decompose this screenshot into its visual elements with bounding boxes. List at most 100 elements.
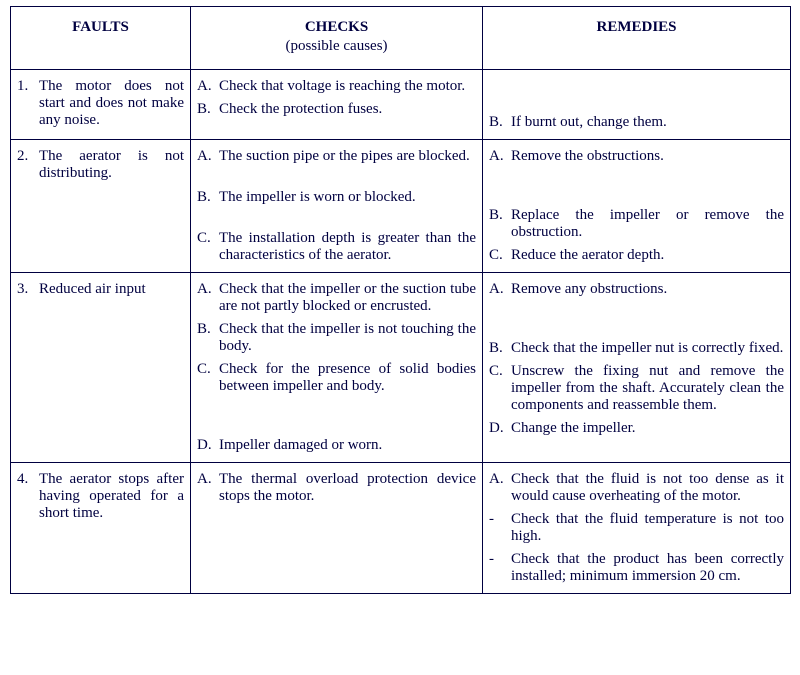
- remedies-cell: B.If burnt out, change them.: [483, 70, 791, 140]
- list-item: -Check that the fluid temperature is not…: [489, 511, 784, 545]
- item-marker: B.: [489, 207, 511, 224]
- item-marker: 1.: [17, 78, 39, 95]
- fault-cell: 2.The aerator is not distributing.: [11, 140, 191, 273]
- item-text: Reduced air input: [39, 281, 184, 298]
- item-text: The aerator stops after having operated …: [39, 471, 184, 522]
- list-item: D.Impeller damaged or worn.: [197, 437, 476, 454]
- list-item: C.Unscrew the fixing nut and remove the …: [489, 363, 784, 414]
- item-text: Check that the fluid temperature is not …: [511, 511, 784, 545]
- list-item: 1.The motor does not start and does not …: [17, 78, 184, 129]
- remedies-cell: A.Check that the fluid is not too dense …: [483, 463, 791, 594]
- list-item: B.If burnt out, change them.: [489, 114, 784, 131]
- item-text: Reduce the aerator depth.: [511, 247, 784, 264]
- header-remedies: REMEDIES: [483, 7, 791, 70]
- checks-cell: A.The thermal overload protection device…: [191, 463, 483, 594]
- list-item: A.The thermal overload protection device…: [197, 471, 476, 505]
- list-item: A.Check that the fluid is not too dense …: [489, 471, 784, 505]
- list-item: A.Remove any obstructions.: [489, 281, 784, 298]
- item-marker: D.: [489, 420, 511, 437]
- item-text: Impeller damaged or worn.: [219, 437, 476, 454]
- list-item: B.The impeller is worn or blocked.: [197, 189, 476, 206]
- item-text: Check that the impeller nut is correctly…: [511, 340, 784, 357]
- list-item: B.Check that the impeller nut is correct…: [489, 340, 784, 357]
- list-item: C.Check for the presence of solid bodies…: [197, 361, 476, 395]
- table-body: 1.The motor does not start and does not …: [11, 70, 791, 594]
- item-text: The aerator is not distributing.: [39, 148, 184, 182]
- checks-cell: A.The suction pipe or the pipes are bloc…: [191, 140, 483, 273]
- list-item: C.The installation depth is greater than…: [197, 230, 476, 264]
- list-item: 3.Reduced air input: [17, 281, 184, 298]
- item-text: Check the protection fuses.: [219, 101, 476, 118]
- item-marker: A.: [197, 471, 219, 488]
- item-text: The thermal overload protection device s…: [219, 471, 476, 505]
- item-marker: C.: [489, 363, 511, 380]
- item-marker: C.: [197, 230, 219, 247]
- item-text: Check for the presence of solid bodies b…: [219, 361, 476, 395]
- list-item: A.Check that the impeller or the suction…: [197, 281, 476, 315]
- list-item: A.The suction pipe or the pipes are bloc…: [197, 148, 476, 165]
- item-marker: B.: [197, 189, 219, 206]
- item-text: The motor does not start and does not ma…: [39, 78, 184, 129]
- list-item: -Check that the product has been correct…: [489, 551, 784, 585]
- item-text: Unscrew the fixing nut and remove the im…: [511, 363, 784, 414]
- list-item: A.Remove the obstructions.: [489, 148, 784, 165]
- item-text: The installation depth is greater than t…: [219, 230, 476, 264]
- fault-cell: 4.The aerator stops after having operate…: [11, 463, 191, 594]
- item-text: Remove any obstructions.: [511, 281, 784, 298]
- checks-cell: A.Check that voltage is reaching the mot…: [191, 70, 483, 140]
- item-text: Check that the impeller is not touching …: [219, 321, 476, 355]
- header-remedies-label: REMEDIES: [596, 19, 676, 35]
- checks-cell: A.Check that the impeller or the suction…: [191, 273, 483, 463]
- item-text: If burnt out, change them.: [511, 114, 784, 131]
- table-row: 3.Reduced air inputA.Check that the impe…: [11, 273, 791, 463]
- item-marker: A.: [489, 281, 511, 298]
- remedies-cell: A.Remove any obstructions. B.Check that t…: [483, 273, 791, 463]
- item-text: Change the impeller.: [511, 420, 784, 437]
- item-text: Check that voltage is reaching the motor…: [219, 78, 476, 95]
- item-marker: A.: [197, 148, 219, 165]
- item-marker: 3.: [17, 281, 39, 298]
- header-checks-sub: (possible causes): [197, 38, 476, 55]
- item-text: The impeller is worn or blocked.: [219, 189, 476, 206]
- list-item: 4.The aerator stops after having operate…: [17, 471, 184, 522]
- list-item: B.Replace the impeller or remove the obs…: [489, 207, 784, 241]
- item-marker: 2.: [17, 148, 39, 165]
- list-item: A.Check that voltage is reaching the mot…: [197, 78, 476, 95]
- item-text: Check that the product has been correctl…: [511, 551, 784, 585]
- item-text: Replace the impeller or remove the obstr…: [511, 207, 784, 241]
- item-marker: A.: [489, 148, 511, 165]
- item-marker: A.: [197, 281, 219, 298]
- item-text: Check that the impeller or the suction t…: [219, 281, 476, 315]
- remedies-cell: A.Remove the obstructions. B.Replace the …: [483, 140, 791, 273]
- item-marker: 4.: [17, 471, 39, 488]
- item-marker: B.: [489, 114, 511, 131]
- item-text: The suction pipe or the pipes are blocke…: [219, 148, 476, 165]
- header-checks: CHECKS (possible causes): [191, 7, 483, 70]
- item-text: Remove the obstructions.: [511, 148, 784, 165]
- table-row: 2.The aerator is not distributing.A.The …: [11, 140, 791, 273]
- item-marker: B.: [197, 321, 219, 338]
- item-marker: B.: [489, 340, 511, 357]
- troubleshooting-table: FAULTS CHECKS (possible causes) REMEDIES…: [10, 6, 791, 594]
- header-faults: FAULTS: [11, 7, 191, 70]
- item-marker: -: [489, 511, 511, 528]
- table-row: 4.The aerator stops after having operate…: [11, 463, 791, 594]
- fault-cell: 3.Reduced air input: [11, 273, 191, 463]
- item-marker: A.: [197, 78, 219, 95]
- list-item: C.Reduce the aerator depth.: [489, 247, 784, 264]
- item-marker: -: [489, 551, 511, 568]
- list-item: D.Change the impeller.: [489, 420, 784, 437]
- list-item: 2.The aerator is not distributing.: [17, 148, 184, 182]
- item-marker: C.: [197, 361, 219, 378]
- fault-cell: 1.The motor does not start and does not …: [11, 70, 191, 140]
- item-text: Check that the fluid is not too dense as…: [511, 471, 784, 505]
- item-marker: B.: [197, 101, 219, 118]
- list-item: B.Check the protection fuses.: [197, 101, 476, 118]
- item-marker: A.: [489, 471, 511, 488]
- header-checks-label: CHECKS: [305, 19, 368, 35]
- header-faults-label: FAULTS: [72, 19, 129, 35]
- item-marker: C.: [489, 247, 511, 264]
- table-row: 1.The motor does not start and does not …: [11, 70, 791, 140]
- list-item: B.Check that the impeller is not touchin…: [197, 321, 476, 355]
- item-marker: D.: [197, 437, 219, 454]
